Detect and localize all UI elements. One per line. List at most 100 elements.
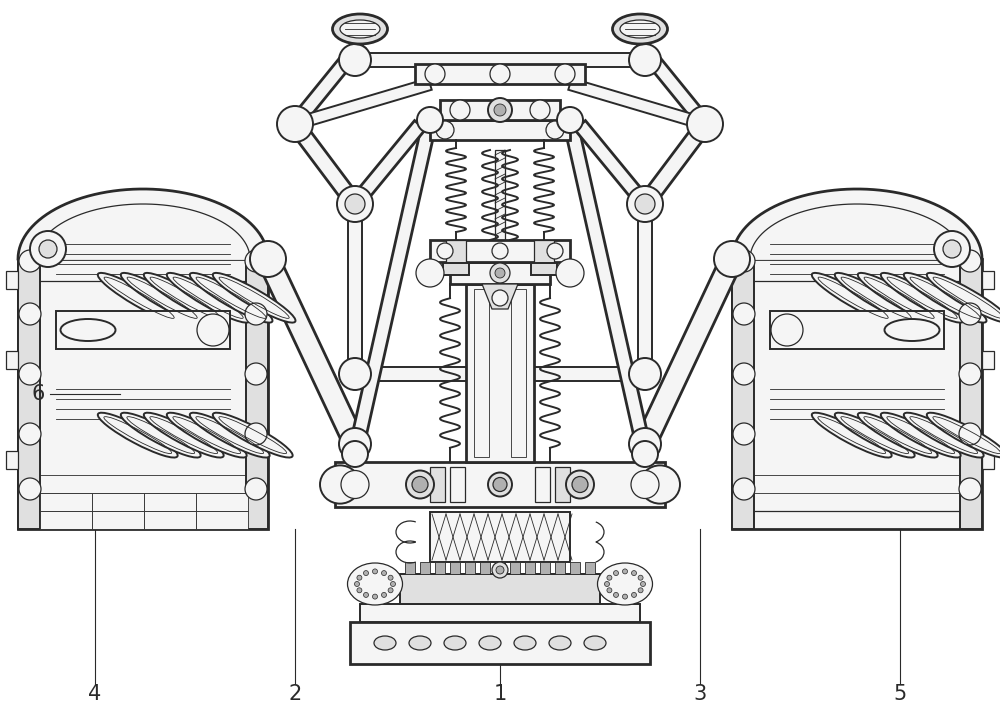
Circle shape <box>364 570 369 575</box>
Text: 3: 3 <box>693 684 707 704</box>
Ellipse shape <box>640 466 680 503</box>
Circle shape <box>714 241 750 277</box>
Ellipse shape <box>320 466 360 503</box>
Polygon shape <box>293 79 432 130</box>
Circle shape <box>488 473 512 496</box>
Bar <box>18 259 40 529</box>
Circle shape <box>245 478 267 500</box>
Circle shape <box>934 231 970 267</box>
Circle shape <box>382 570 387 575</box>
Bar <box>495 150 505 240</box>
Circle shape <box>388 575 393 580</box>
Circle shape <box>640 581 646 586</box>
Ellipse shape <box>549 636 571 650</box>
Bar <box>430 467 445 502</box>
Bar <box>440 100 560 120</box>
Circle shape <box>635 194 655 214</box>
Ellipse shape <box>885 319 940 341</box>
Polygon shape <box>290 39 365 129</box>
Circle shape <box>733 478 755 500</box>
Circle shape <box>607 588 612 593</box>
Ellipse shape <box>927 273 1000 323</box>
Bar <box>430 120 570 140</box>
Ellipse shape <box>121 273 203 323</box>
Circle shape <box>342 441 368 467</box>
Circle shape <box>345 194 365 214</box>
Bar <box>555 467 570 502</box>
Ellipse shape <box>812 273 894 323</box>
Bar <box>40 493 92 511</box>
Circle shape <box>555 64 575 84</box>
Circle shape <box>417 107 443 133</box>
Circle shape <box>30 231 66 267</box>
Ellipse shape <box>514 636 536 650</box>
Ellipse shape <box>620 20 660 38</box>
Ellipse shape <box>98 413 178 458</box>
Circle shape <box>39 240 57 258</box>
Ellipse shape <box>584 636 606 650</box>
Bar <box>982 451 994 469</box>
Circle shape <box>416 259 444 287</box>
Circle shape <box>530 100 550 120</box>
Ellipse shape <box>835 273 917 323</box>
Circle shape <box>406 471 434 498</box>
Circle shape <box>557 107 583 133</box>
Circle shape <box>277 106 313 142</box>
Bar <box>6 351 18 369</box>
Circle shape <box>388 588 393 593</box>
Bar <box>511 289 526 457</box>
Circle shape <box>622 594 628 599</box>
Circle shape <box>546 121 564 139</box>
Circle shape <box>490 64 510 84</box>
Circle shape <box>631 471 659 498</box>
Ellipse shape <box>904 413 984 458</box>
Circle shape <box>629 428 661 460</box>
Bar <box>982 271 994 289</box>
Circle shape <box>250 241 286 277</box>
Bar <box>450 562 460 574</box>
Bar <box>480 562 490 574</box>
Circle shape <box>638 588 643 593</box>
Circle shape <box>490 263 510 283</box>
Ellipse shape <box>333 14 388 44</box>
Bar <box>6 271 18 289</box>
Ellipse shape <box>881 273 963 323</box>
Bar <box>982 351 994 369</box>
Bar <box>510 562 520 574</box>
Ellipse shape <box>858 273 940 323</box>
Circle shape <box>355 581 360 586</box>
Circle shape <box>959 478 981 500</box>
Circle shape <box>959 363 981 385</box>
Circle shape <box>622 569 628 574</box>
Ellipse shape <box>904 273 986 323</box>
Polygon shape <box>355 53 645 67</box>
Bar <box>430 512 570 562</box>
Ellipse shape <box>927 413 1000 458</box>
Bar <box>770 311 944 349</box>
Circle shape <box>547 243 563 259</box>
Circle shape <box>495 268 505 278</box>
Circle shape <box>245 423 267 445</box>
Circle shape <box>733 423 755 445</box>
Ellipse shape <box>98 273 180 323</box>
Circle shape <box>614 593 618 598</box>
Ellipse shape <box>213 413 293 458</box>
Circle shape <box>632 441 658 467</box>
Circle shape <box>733 363 755 385</box>
Polygon shape <box>289 119 361 208</box>
Circle shape <box>959 303 981 325</box>
Circle shape <box>492 562 508 578</box>
Bar <box>750 281 964 511</box>
Circle shape <box>373 594 378 599</box>
Polygon shape <box>36 204 250 259</box>
Bar <box>732 259 982 529</box>
Bar <box>415 64 585 84</box>
Circle shape <box>604 581 610 586</box>
Circle shape <box>493 478 507 491</box>
Circle shape <box>943 240 961 258</box>
Ellipse shape <box>812 413 892 458</box>
Ellipse shape <box>444 636 466 650</box>
Circle shape <box>629 44 661 76</box>
Bar <box>92 511 144 529</box>
Ellipse shape <box>340 20 380 38</box>
